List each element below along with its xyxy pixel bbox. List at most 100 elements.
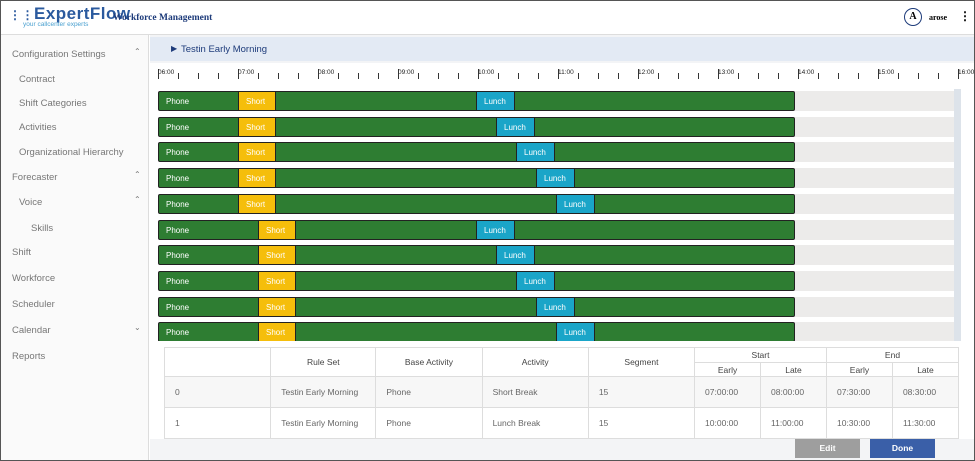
schedule-segment[interactable]: Short	[258, 296, 296, 317]
schedule-segment[interactable]: Lunch	[496, 116, 535, 137]
table-cell: 11:00:00	[760, 407, 827, 439]
sidebar-item[interactable]: Shift Categories	[19, 98, 87, 109]
sidebar-item[interactable]: Forecaster	[12, 172, 58, 183]
logo: ⋮⋮ExpertFlow	[9, 4, 131, 23]
action-button[interactable]: Edit	[795, 439, 860, 458]
unavailable-slot	[794, 322, 954, 341]
schedule-segment[interactable]: Short	[258, 219, 296, 240]
table-cell: Testin Early Morning	[270, 407, 377, 439]
segments-table: Rule Set Base Activity Activity Segment Star…	[163, 347, 960, 439]
sidebar-item[interactable]: Activities	[19, 122, 57, 133]
unavailable-slot	[794, 245, 954, 266]
schedule-segment[interactable]: Phone	[158, 193, 795, 214]
chevron: ⌃	[134, 195, 141, 204]
sidebar-item[interactable]: Voice	[19, 197, 43, 208]
schedule-segment[interactable]: Phone	[158, 116, 795, 137]
minor-tick	[778, 73, 779, 79]
schedule-segment[interactable]: Short	[258, 322, 296, 341]
minor-tick	[738, 73, 739, 79]
time-label: 06:00	[158, 69, 175, 76]
unavailable-slot	[794, 91, 954, 111]
unavailable-slot	[794, 296, 954, 317]
major-tick	[958, 69, 959, 79]
minor-tick	[258, 73, 259, 79]
major-tick	[878, 69, 879, 79]
schedule-segment[interactable]: Phone	[158, 168, 795, 189]
minor-tick	[498, 73, 499, 79]
table-cell: Lunch Break	[481, 407, 589, 439]
column-header: Rule Set	[270, 347, 377, 377]
schedule-segment[interactable]: Short	[238, 91, 276, 111]
user-name: arose	[929, 13, 948, 22]
schedule-segment[interactable]: Lunch	[476, 91, 515, 111]
minor-tick	[458, 73, 459, 79]
menu-dots[interactable]: ⋮	[959, 9, 971, 23]
schedule-segment[interactable]: Phone	[158, 296, 795, 317]
header-row: Rule Set Base Activity Activity Segment Star…	[163, 347, 960, 377]
schedule-segment[interactable]: Lunch	[536, 296, 575, 317]
table-cell: 1	[163, 407, 272, 439]
subheader-row: Early Late Early Late	[165, 362, 960, 377]
rule-set-bar[interactable]: ▶ Testin Early Morning	[150, 37, 974, 61]
table-cell: 0	[163, 376, 272, 408]
schedule-segment[interactable]: Short	[238, 168, 276, 189]
major-tick	[718, 69, 719, 79]
avatar[interactable]: A	[904, 8, 922, 26]
action-button[interactable]: Done	[870, 439, 935, 458]
subcolumn-header: Late	[760, 362, 827, 377]
minor-tick	[298, 73, 299, 79]
table-cell: 15	[587, 376, 696, 408]
major-tick	[638, 69, 639, 79]
major-tick	[238, 69, 239, 79]
major-tick	[478, 69, 479, 79]
unavailable-slot	[794, 142, 954, 163]
sidebar-item[interactable]: Shift	[12, 247, 32, 258]
minor-tick	[278, 73, 279, 79]
sidebar-item[interactable]: Reports	[12, 351, 46, 362]
sidebar-item[interactable]: Calendar	[12, 325, 51, 336]
schedule-segment[interactable]: Lunch	[556, 193, 595, 214]
table-cell: 07:30:00	[825, 376, 893, 408]
unavailable-slot	[794, 116, 954, 137]
timeline: 06:00 07:00 08:00 09:00 10:00 11:00 12:00 13:00…	[150, 63, 974, 341]
schedule-segment[interactable]: Phone	[158, 270, 795, 291]
column-header: End	[825, 347, 960, 363]
header: ⋮⋮ExpertFlow your callcenter experts Wor…	[1, 1, 974, 35]
chevron: ⌃	[134, 170, 141, 179]
table-cell: 08:30:00	[891, 376, 960, 408]
time-label: 13:00	[718, 69, 735, 76]
major-tick	[158, 69, 159, 79]
logo-text: ExpertFlow	[34, 4, 131, 23]
schedule-segment[interactable]: Lunch	[476, 219, 515, 240]
sidebar-item[interactable]: Workforce	[12, 273, 56, 284]
table-row[interactable]: 1 Testin Early Morning Phone Lunch Break 15 1…	[163, 407, 960, 439]
sidebar-item[interactable]: Skills	[31, 223, 54, 234]
subcolumn-header: Early	[694, 362, 762, 377]
schedule-segment[interactable]: Short	[258, 270, 296, 291]
table-row[interactable]: 0 Testin Early Morning Phone Short Break 15 0…	[163, 376, 960, 408]
schedule-segment[interactable]: Short	[238, 142, 276, 163]
minor-tick	[618, 73, 619, 79]
expand-arrow: ▶	[171, 44, 178, 53]
time-label: 09:00	[398, 69, 415, 76]
sidebar-item[interactable]: Contract	[19, 74, 55, 85]
sidebar-item[interactable]: Scheduler	[12, 299, 55, 310]
schedule-segment[interactable]: Lunch	[516, 270, 555, 291]
schedule-segment[interactable]: Lunch	[536, 168, 575, 189]
sidebar-item[interactable]: Configuration Settings	[12, 49, 106, 60]
sidebar-item[interactable]: Organizational Hierarchy	[19, 147, 124, 158]
schedule-segment[interactable]: Lunch	[516, 142, 555, 163]
table-cell: 08:00:00	[760, 376, 827, 408]
schedule-segment[interactable]: Short	[238, 193, 276, 214]
schedule-segment[interactable]: Phone	[158, 142, 795, 163]
schedule-segment[interactable]: Lunch	[556, 322, 595, 341]
schedule-segment[interactable]: Short	[258, 245, 296, 266]
scrollbar[interactable]	[954, 89, 961, 341]
table-cell: Testin Early Morning	[270, 376, 377, 408]
schedule-segment[interactable]: Short	[238, 116, 276, 137]
column-header: Start	[694, 347, 827, 363]
schedule-segment[interactable]: Lunch	[496, 245, 535, 266]
major-tick	[398, 69, 399, 79]
schedule-segment[interactable]: Phone	[158, 245, 795, 266]
schedule-segment[interactable]: Phone	[158, 322, 795, 341]
